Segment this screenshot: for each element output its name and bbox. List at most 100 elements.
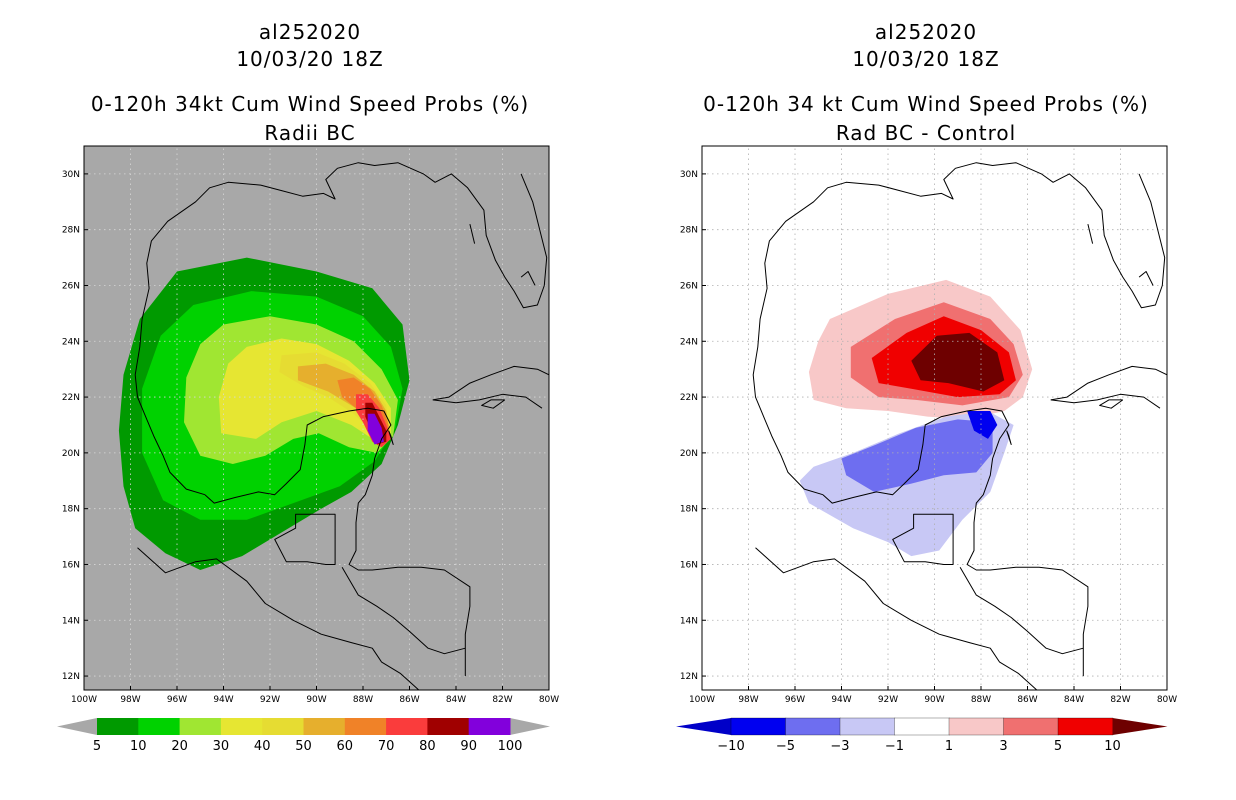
colorbar-label: 70 [378, 739, 395, 754]
left-coastlines [134, 162, 549, 690]
y-tick-label: 14N [62, 616, 80, 626]
colorbar-label: −3 [830, 739, 849, 754]
difference-band-8 [911, 332, 1005, 392]
coastline [822, 407, 1089, 677]
colorbar-label: 100 [498, 739, 523, 754]
colorbar-box-1 [730, 717, 787, 736]
coastline [274, 513, 336, 565]
colorbar-label: 90 [460, 739, 477, 754]
coastline [432, 393, 543, 409]
right-title-subtitle: Rad BC - Control [835, 121, 1017, 145]
colorbar-box-3 [220, 718, 263, 735]
y-tick-label: 22N [62, 393, 80, 403]
left-title-product: 0-120h 34kt Cum Wind Speed Probs (%) [90, 92, 530, 116]
x-tick-label: 90W [924, 695, 944, 705]
left-gridlines [84, 146, 549, 690]
y-tick-label: 24N [62, 337, 80, 347]
x-tick-label: 84W [446, 695, 466, 705]
colorbar-box-6 [1003, 717, 1059, 736]
x-tick-label: 98W [738, 695, 758, 705]
x-tick-label: 92W [878, 695, 898, 705]
colorbar-upper-arrow [1112, 718, 1168, 735]
y-tick-label: 26N [680, 281, 698, 291]
x-tick-label: 94W [831, 695, 851, 705]
y-tick-label: 18N [62, 505, 80, 515]
right-coastlines [752, 162, 1167, 690]
colorbar-label: 10 [130, 739, 147, 754]
y-tick-label: 12N [62, 672, 80, 682]
colorbar-label: 1 [945, 739, 953, 754]
y-tick-label: 26N [62, 281, 80, 291]
right-difference-contours [799, 279, 1033, 557]
colorbar-box-7 [386, 718, 428, 735]
colorbar-lower-arrow [57, 718, 97, 735]
coastline [1087, 223, 1094, 244]
left-colorbar: 5 10 20 30 40 50 60 70 80 90 100 [57, 718, 550, 754]
x-tick-label: 90W [306, 695, 326, 705]
colorbar-upper-arrow [510, 718, 550, 735]
x-tick-label: 100W [689, 695, 715, 705]
x-tick-label: 100W [71, 695, 97, 705]
coastline [137, 547, 420, 690]
left-title-storm: al252020 [258, 20, 362, 44]
y-tick-label: 24N [680, 337, 698, 347]
right-title-date: 10/03/20 18Z [852, 47, 1000, 71]
colorbar-label: 5 [1054, 739, 1062, 754]
coastline [1050, 393, 1161, 409]
colorbar-label: −5 [776, 739, 795, 754]
colorbar-box-2 [785, 717, 841, 736]
colorbar-box-8 [427, 718, 470, 735]
x-tick-label: 82W [492, 695, 512, 705]
y-tick-label: 16N [62, 560, 80, 570]
right-map: 100W 98W 96W 94W 92W 90W 88W 86W 84W 82W 80W 12N 14N… [676, 145, 1177, 754]
colorbar-box-0 [97, 718, 139, 735]
y-tick-label: 20N [680, 449, 698, 459]
colorbar-box-5 [948, 717, 1005, 736]
coastline [204, 407, 471, 677]
y-tick-label: 16N [680, 560, 698, 570]
coastline [1006, 430, 1012, 445]
right-title-storm: al252020 [874, 20, 978, 44]
x-tick-label: 96W [785, 695, 805, 705]
left-probability-contours [118, 257, 410, 570]
y-tick-label: 30N [680, 170, 698, 180]
y-tick-label: 14N [680, 616, 698, 626]
coastline [892, 513, 954, 565]
x-tick-label: 80W [539, 695, 559, 705]
coastline [341, 567, 466, 655]
colorbar-label: 30 [213, 739, 230, 754]
colorbar-label: 3 [999, 739, 1007, 754]
x-tick-label: 88W [353, 695, 373, 705]
left-title-subtitle: Radii BC [264, 121, 356, 145]
y-tick-label: 30N [62, 170, 80, 180]
left-title-date: 10/03/20 18Z [236, 47, 384, 71]
x-tick-label: 80W [1157, 695, 1177, 705]
colorbar-box-4 [262, 718, 304, 735]
y-tick-label: 28N [680, 226, 698, 236]
coastline [1099, 399, 1124, 409]
coastline [959, 567, 1084, 655]
colorbar-label: 20 [171, 739, 188, 754]
colorbar-box-2 [179, 718, 222, 735]
coastline [481, 399, 506, 409]
colorbar-box-7 [1057, 717, 1114, 736]
x-tick-label: 94W [213, 695, 233, 705]
colorbar-box-4 [894, 717, 950, 736]
x-tick-label: 96W [167, 695, 187, 705]
colorbar-box-1 [138, 718, 181, 735]
x-tick-label: 92W [260, 695, 280, 705]
right-title-product: 0-120h 34 kt Cum Wind Speed Probs (%) [703, 92, 1149, 116]
coastline [134, 162, 548, 496]
right-colorbar: −10 −5 −3 −1 1 3 5 10 [676, 717, 1168, 754]
y-tick-label: 20N [62, 449, 80, 459]
probability-band-3 [218, 338, 391, 442]
colorbar-box-3 [839, 717, 896, 736]
coastline [432, 365, 549, 401]
coastline [388, 430, 394, 445]
colorbar-label: 10 [1104, 739, 1121, 754]
right-axis-ticks: 100W 98W 96W 94W 92W 90W 88W 86W 84W 82W 80W 12N 14N… [680, 170, 1177, 705]
right-gridlines [702, 146, 1167, 690]
coastline [469, 223, 476, 244]
y-tick-label: 18N [680, 505, 698, 515]
